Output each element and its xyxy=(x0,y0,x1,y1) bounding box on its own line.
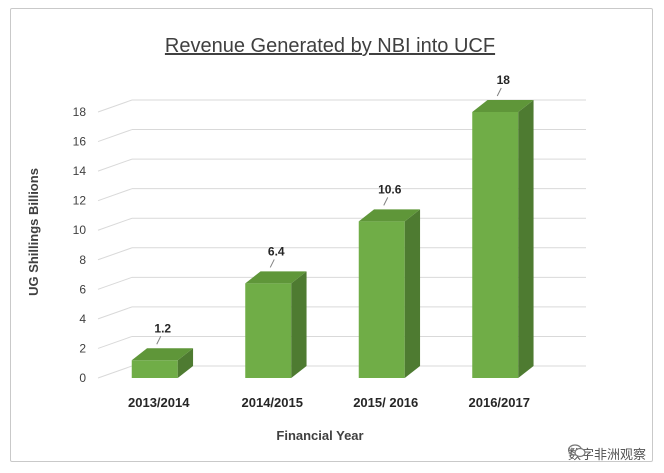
gridline-diag xyxy=(97,306,133,320)
bar-front xyxy=(358,221,405,378)
data-labels: 1.2 6.4 10.6 18 xyxy=(154,73,511,345)
data-label-leader xyxy=(496,87,502,97)
bar-front xyxy=(472,112,519,378)
gridline-diag xyxy=(97,365,133,379)
gridline-diag xyxy=(97,247,133,261)
bars xyxy=(131,100,534,378)
gridline-diag xyxy=(97,188,133,202)
data-label-leader xyxy=(269,259,275,268)
wechat-icon xyxy=(567,444,586,458)
bar-side xyxy=(291,271,307,378)
data-label: 18 xyxy=(497,73,511,87)
bar xyxy=(245,271,307,378)
y-tick-label: 18 xyxy=(73,105,87,119)
bar-top xyxy=(472,100,534,112)
x-tick-label: 2014/2015 xyxy=(242,395,303,410)
bar xyxy=(472,100,534,378)
y-tick-label: 12 xyxy=(73,194,87,208)
x-axis-title: Financial Year xyxy=(276,428,363,443)
data-label: 10.6 xyxy=(378,182,402,196)
y-tick-label: 2 xyxy=(79,341,86,355)
bar-front xyxy=(131,360,178,378)
x-tick-label: 2016/2017 xyxy=(469,395,530,410)
bar-top xyxy=(245,271,307,284)
bar-top xyxy=(358,209,421,222)
watermark-text: 数字非洲观察 xyxy=(567,448,646,463)
y-tick-label: 0 xyxy=(79,371,86,385)
x-tick-label: 2013/2014 xyxy=(128,395,190,410)
chart-title: Revenue Generated by NBI into UCF xyxy=(165,35,495,57)
gridline-diag xyxy=(97,99,133,113)
bar-side xyxy=(404,209,421,378)
y-tick-label: 8 xyxy=(79,253,86,267)
bar-side xyxy=(518,100,534,378)
y-tick-label: 10 xyxy=(73,223,87,237)
gridline-diag xyxy=(97,335,133,349)
y-axis-title: UG Shillings Billions xyxy=(26,168,41,296)
data-label: 6.4 xyxy=(268,244,285,258)
bar-top xyxy=(131,348,194,361)
gridline-diag xyxy=(97,129,133,143)
bar xyxy=(131,348,194,378)
bar-front xyxy=(245,283,292,378)
bar-side xyxy=(177,348,194,378)
y-tick-label: 6 xyxy=(79,282,86,296)
data-label-leader xyxy=(383,197,389,206)
gridline-diag xyxy=(97,276,133,290)
x-tick-label: 2015/ 2016 xyxy=(353,395,418,410)
y-tick-labels: 0 2 4 6 8 10 12 14 16 18 xyxy=(73,105,87,385)
y-tick-label: 16 xyxy=(73,135,87,149)
chart-frame xyxy=(10,8,653,462)
y-tick-label: 4 xyxy=(79,312,86,326)
gridline-diag xyxy=(97,217,133,231)
watermark: 数字非洲观察 xyxy=(567,444,646,463)
y-tick-label: 14 xyxy=(73,164,87,178)
bar xyxy=(358,209,421,378)
gridline-diag xyxy=(97,158,133,172)
x-tick-labels: 2013/2014 2014/2015 2015/ 2016 2016/2017 xyxy=(128,395,530,410)
data-label: 1.2 xyxy=(154,321,171,335)
data-label-leader xyxy=(156,336,162,345)
